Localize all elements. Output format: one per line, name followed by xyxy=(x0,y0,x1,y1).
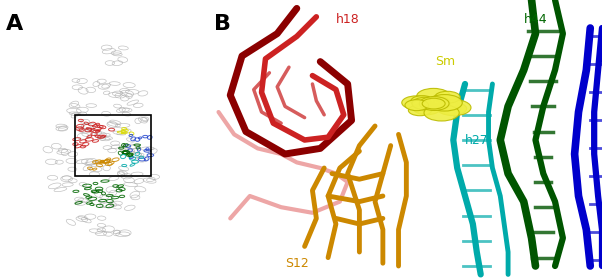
Circle shape xyxy=(427,97,450,107)
Circle shape xyxy=(427,95,462,111)
Circle shape xyxy=(411,96,434,106)
Text: Sm: Sm xyxy=(435,55,456,68)
Circle shape xyxy=(419,97,449,110)
Circle shape xyxy=(405,100,429,111)
Circle shape xyxy=(412,98,441,111)
Circle shape xyxy=(422,98,445,109)
FancyBboxPatch shape xyxy=(0,0,211,280)
Circle shape xyxy=(435,91,461,103)
Circle shape xyxy=(427,96,461,111)
Bar xyxy=(75,115,150,176)
Circle shape xyxy=(424,105,459,121)
Circle shape xyxy=(412,97,439,110)
Text: S12: S12 xyxy=(285,257,309,270)
Circle shape xyxy=(414,102,441,115)
Circle shape xyxy=(440,102,467,115)
Circle shape xyxy=(402,96,431,109)
Circle shape xyxy=(422,97,450,110)
Circle shape xyxy=(436,100,471,116)
Text: h44: h44 xyxy=(524,13,547,26)
Circle shape xyxy=(408,105,432,116)
Text: h18: h18 xyxy=(336,13,359,26)
Circle shape xyxy=(417,88,450,104)
Text: B: B xyxy=(214,14,231,34)
Text: h27: h27 xyxy=(465,134,489,146)
Text: A: A xyxy=(6,14,23,34)
